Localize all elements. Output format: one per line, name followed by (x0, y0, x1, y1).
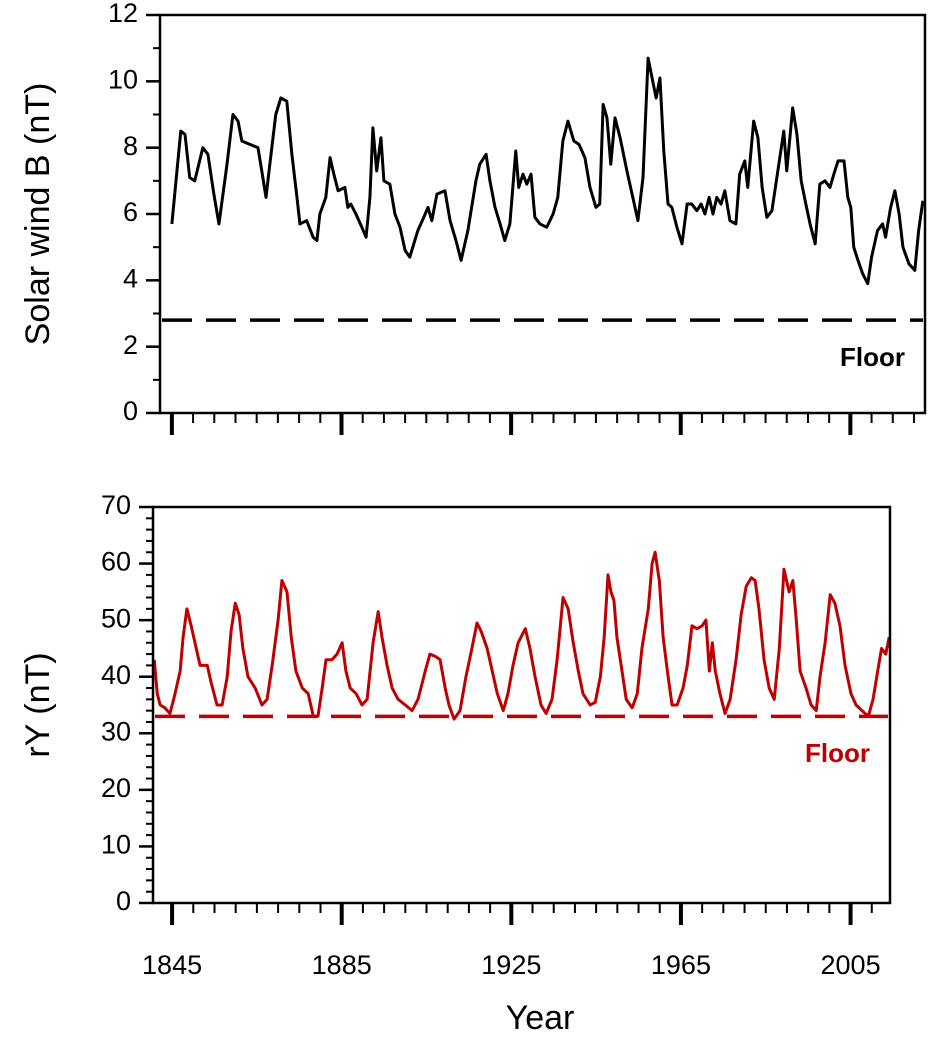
y-tick-label: 10 (101, 830, 131, 860)
panel: 0 2 4 6 8 10 12 Floor Solar wind B (nT) (19, 0, 927, 435)
y-tick-label: 60 (101, 547, 131, 577)
x-tick-label: 1845 (142, 950, 202, 980)
y-tick-label: 30 (101, 716, 131, 746)
data-line (170, 56, 925, 286)
y-tick-label: 70 (101, 490, 131, 520)
y-tick-label: 40 (101, 660, 131, 690)
x-tick-label: 2005 (821, 950, 881, 980)
panel: 0 10 20 30 40 50 60 70 1845 1885 1925 1965 2005 Floor… (19, 490, 892, 1037)
y-tick-label: 12 (108, 0, 138, 28)
y-tick-label: 6 (123, 197, 138, 227)
x-tick-label: 1925 (481, 950, 541, 980)
y-tick-label: 0 (116, 886, 131, 916)
y-axis-label: rY (nT) (19, 652, 57, 757)
y-tick-label: 10 (108, 64, 138, 94)
x-tick-label: 1965 (651, 950, 711, 980)
y-tick-label: 0 (123, 396, 138, 426)
y-tick-label: 4 (123, 263, 138, 293)
y-tick-label: 20 (101, 773, 131, 803)
data-line (152, 550, 891, 721)
floor-label: Floor (840, 342, 905, 372)
y-axis-label: Solar wind B (nT) (19, 83, 57, 346)
y-tick-label: 2 (123, 330, 138, 360)
x-axis-label: Year (506, 999, 575, 1037)
floor-label: Floor (805, 738, 870, 768)
plot-frame (151, 505, 892, 905)
x-tick-label: 1885 (312, 950, 372, 980)
y-tick-label: 8 (123, 131, 138, 161)
plot-frame (158, 13, 927, 415)
y-tick-label: 50 (101, 603, 131, 633)
